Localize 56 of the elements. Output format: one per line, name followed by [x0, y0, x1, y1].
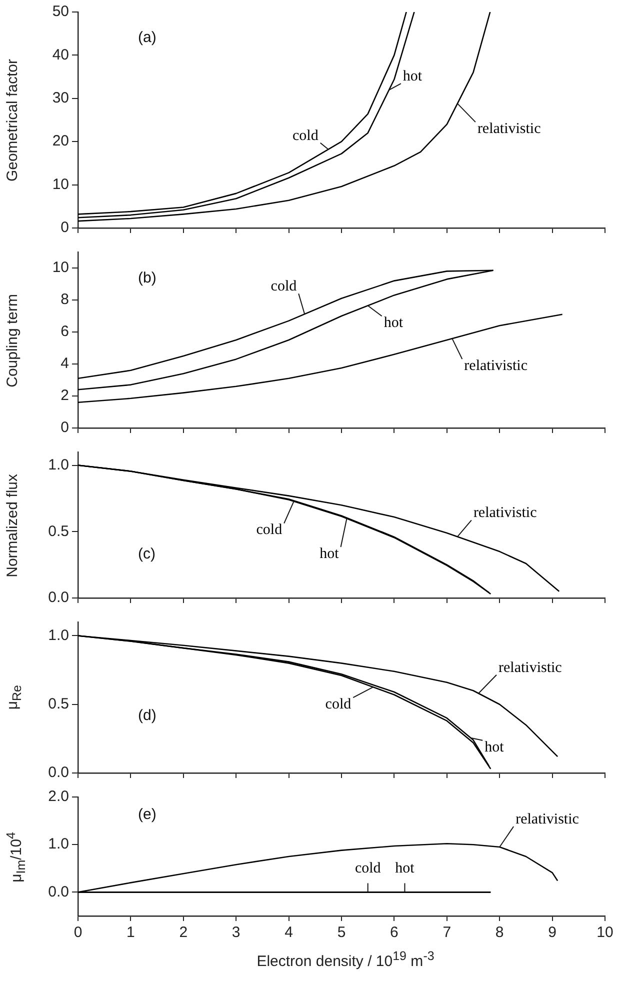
x-tick-label: 7: [442, 924, 452, 942]
series-label: cold: [325, 696, 352, 713]
y-tick-label: 2: [60, 387, 69, 404]
y-tick-label: 6: [60, 323, 69, 340]
y-tick-label: 2.0: [48, 788, 69, 806]
x-tick-label: 3: [232, 924, 240, 942]
x-tick-label: 2: [179, 924, 188, 942]
annotation: (b): [138, 270, 156, 287]
series-label: relativistic: [516, 811, 580, 828]
series-label: hot: [402, 68, 423, 85]
series-label: cold: [354, 860, 382, 877]
y-tick-label: 0: [60, 419, 69, 436]
series-label: relativistic: [473, 505, 538, 522]
series-label: relativistic: [464, 358, 528, 374]
series-label: hot: [484, 739, 505, 756]
x-tick-label: 4: [284, 924, 293, 942]
y-axis-title: Normalized flux: [4, 474, 21, 577]
y-tick-label: 10: [52, 259, 69, 276]
x-tick-label: 5: [337, 924, 346, 942]
series-label: relativistic: [498, 660, 562, 676]
y-tick-label: 0.5: [48, 522, 69, 540]
y-tick-label: 1.0: [48, 456, 69, 474]
y-tick-label: 1.0: [48, 836, 69, 853]
y-tick-label: 8: [60, 291, 69, 308]
y-tick-label: 40: [52, 46, 69, 64]
annotation: (e): [138, 806, 156, 823]
y-tick-label: 0.0: [48, 589, 69, 606]
x-tick-label: 1: [126, 924, 135, 942]
x-tick-label: 0: [74, 924, 82, 942]
y-tick-label: 0.0: [48, 883, 69, 900]
y-tick-label: 0: [60, 219, 69, 236]
series-label: hot: [320, 546, 340, 562]
y-tick-label: 30: [52, 90, 69, 107]
y-tick-label: 0.0: [48, 764, 69, 782]
x-axis-title: Electron density / 10$^{19}$ m$^{-3}$: [256, 949, 436, 970]
annotation: (a): [138, 29, 156, 46]
x-tick-label: 10: [596, 924, 614, 942]
y-tick-label: 50: [52, 3, 69, 20]
x-tick-label: 9: [548, 924, 556, 942]
x-tick-label: 6: [390, 924, 398, 942]
y-tick-label: 10: [52, 176, 69, 193]
y-tick-label: 20: [52, 132, 69, 150]
y-axis-title: Coupling term: [4, 294, 21, 387]
y-tick-label: 0.5: [48, 696, 69, 713]
series-label: cold: [292, 128, 319, 144]
y-tick-label: 1.0: [48, 626, 69, 644]
annotation: (c): [138, 545, 156, 562]
series-label: relativistic: [477, 121, 542, 138]
y-tick-label: 4: [60, 355, 69, 372]
series-label: cold: [256, 522, 283, 538]
series-label: cold: [270, 278, 298, 295]
annotation: (d): [138, 706, 156, 724]
series-label: hot: [395, 860, 416, 877]
series-label: hot: [384, 315, 404, 332]
y-axis-title: Geometrical factor: [4, 58, 21, 182]
x-tick-label: 8: [495, 924, 504, 942]
